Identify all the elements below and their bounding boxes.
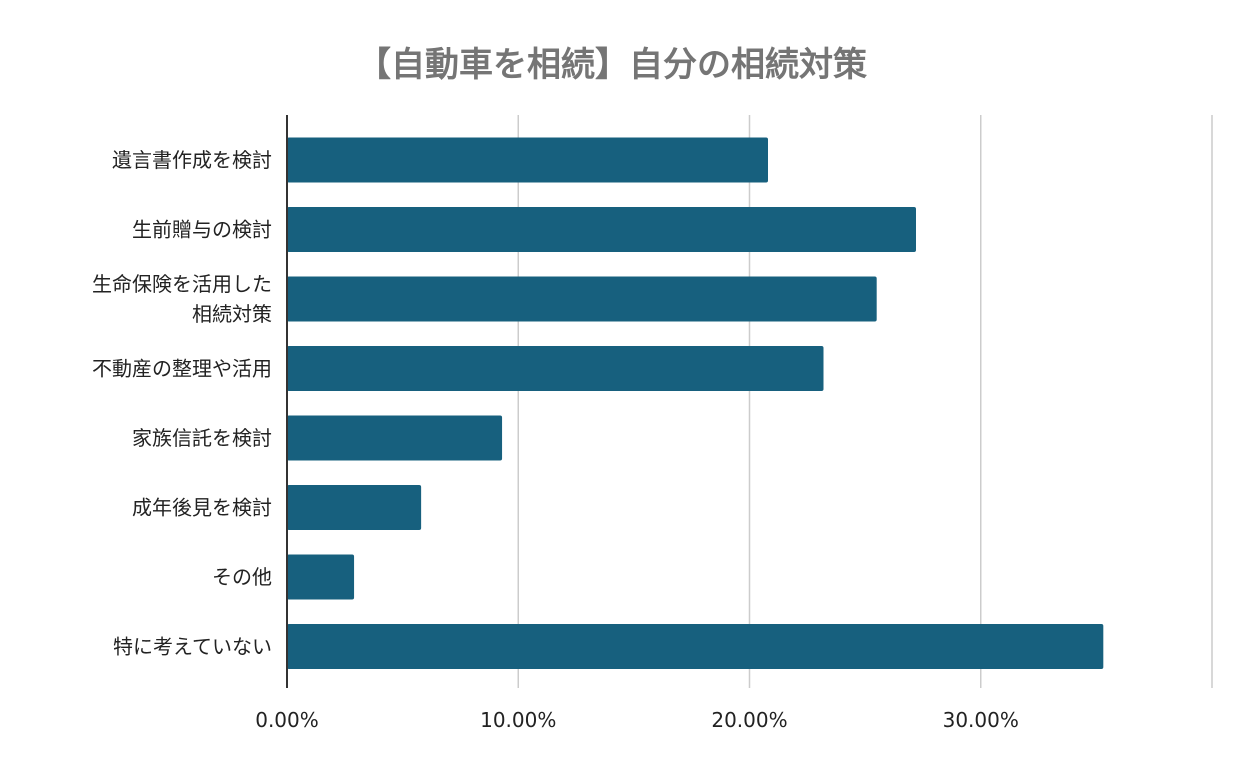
bar-6: [287, 554, 355, 600]
category-label-4: 家族信託を検討: [132, 426, 272, 450]
x-tick-labels: 0.00% 10.00% 20.00% 30.00%: [255, 708, 1019, 732]
x-tick-label-1: 10.00%: [480, 708, 556, 732]
x-tick-label-3: 30.00%: [943, 708, 1019, 732]
category-label-5: 成年後見を検討: [132, 496, 272, 520]
category-label-6: その他: [212, 565, 272, 589]
bar-7: [287, 624, 1104, 669]
bar-5: [287, 485, 422, 530]
gridlines: [517, 115, 1213, 688]
x-tick-label-2: 20.00%: [711, 708, 787, 732]
category-label-2: 生命保険を活用した相続対策: [92, 272, 272, 326]
category-label-0: 遺言書作成を検討: [112, 148, 272, 172]
bar-2: [287, 276, 877, 322]
category-label-7: 特に考えていない: [113, 635, 272, 659]
x-tick-label-0: 0.00%: [255, 708, 319, 732]
category-labels: 遺言書作成を検討生前贈与の検討生命保険を活用した相続対策不動産の整理や活用家族信…: [92, 148, 272, 659]
bar-3: [287, 346, 824, 391]
bar-0: [287, 137, 768, 183]
category-label-1: 生前贈与の検討: [132, 218, 272, 242]
category-label-3: 不動産の整理や活用: [92, 357, 272, 381]
bar-1: [287, 207, 916, 252]
bar-4: [287, 415, 503, 461]
bars: [287, 137, 1104, 669]
chart-title: 【自動車を相続】自分の相続対策: [357, 45, 867, 85]
